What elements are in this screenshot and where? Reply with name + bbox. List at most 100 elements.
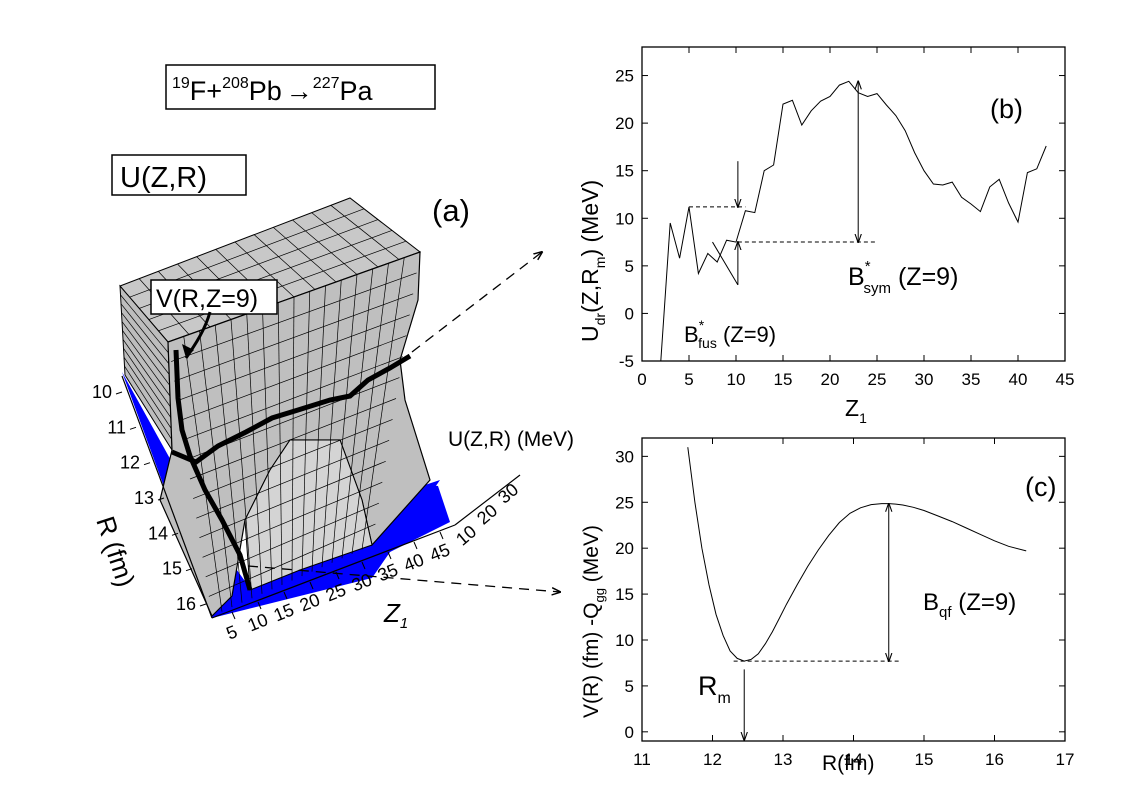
c-xtick-label: 17 [1056,750,1075,769]
c-ylabel: V(R) (fm) -Qgg (MeV) [580,525,607,718]
b-xtick-label: 35 [962,370,981,389]
c-ytick-label: 20 [615,539,634,558]
panel-b-label: (b) [990,94,1023,124]
z-axis-line [211,524,456,619]
reaction-text: 19F+208Pb →227Pa [172,75,374,106]
b-xtick-label: 10 [727,370,746,389]
b-qf-rest: (Z=9) [952,589,1017,616]
reaction-z3: 227 [313,75,340,92]
b-ylabel-a-sub: dr [592,313,608,326]
b-ylabel-a: U [577,325,603,342]
b-ytick-label: 10 [615,209,634,228]
mesh-line [177,314,410,402]
panel-c-annotations [733,504,902,740]
mesh-line [180,335,407,421]
b-sym-sup: * [865,258,871,275]
b-xtick-label: 45 [1056,370,1075,389]
min-path-curve [171,353,412,465]
c-xtick-label: 12 [703,750,722,769]
z-tick [283,591,288,600]
v-label-box [150,279,278,315]
reaction-e3: Pa [340,76,374,106]
mesh-line [121,312,170,375]
b-xlabel-main: Z [845,395,859,421]
reaction-e1: F+ [190,76,222,106]
u-label: U(Z,R) [111,154,247,196]
r-tick-label: 11 [107,417,126,437]
b-sym-rest: (Z=9) [891,263,958,291]
panel-c-series [687,447,1027,662]
c-ylabel-a: V(R) (fm) -Q [580,603,603,718]
b-fus-sup: * [699,317,705,333]
b-ytick-label: 25 [615,67,634,86]
r-tick [171,532,179,536]
z-tick [257,601,262,610]
panel-b-series [660,80,1047,362]
mesh-line [330,205,400,260]
r-tick-label: 10 [92,382,112,402]
mesh-line [120,294,169,354]
c-xtick-label: 13 [774,750,793,769]
mesh-line [311,212,379,268]
mesh-line [122,330,171,397]
b-ytick-label: 5 [625,257,634,276]
panel-b-annotations [689,81,877,286]
b-sym-main: B [848,263,865,291]
b-qf-main: B [923,589,939,616]
reaction-title: 19F+208Pb →227Pa [165,64,436,110]
reaction-z1: 19 [172,75,190,92]
reaction-z2: 208 [222,75,249,92]
r-tick [143,462,151,466]
mesh-line [124,365,172,440]
r-m-sub: m [718,690,731,707]
z-tick-label: 45 [427,539,453,565]
r-tick [199,603,207,607]
connector-to-b [411,252,542,353]
c-ylabel-b: (MeV) [580,525,603,588]
z-axis-label-main: Z [383,598,401,628]
mesh-line [123,348,172,418]
b-qf-sub: qf [939,604,952,621]
b-fus-sub: fus [698,335,717,351]
r-tick-label: 16 [176,594,196,614]
b-ylabel-b-sub: m [592,257,608,269]
z-tick [413,541,418,550]
r-tick [115,391,123,395]
mesh-line [171,272,417,362]
z-tick [361,561,366,570]
z-axis-label-sub: 1 [400,615,408,632]
mesh-line [189,398,397,480]
r-tick-label: 13 [134,488,154,508]
c-xtick-label: 11 [633,750,651,769]
mesh-line [193,419,393,499]
mesh-line [208,523,376,597]
mesh-line [120,303,170,364]
r-m-main: R [698,671,718,701]
c-ytick-label: 25 [615,493,634,512]
reaction-arrow: → [286,76,313,106]
mesh-line [196,440,390,519]
mesh-line [253,234,316,290]
r-tick-label: 15 [162,559,182,579]
b-xlabel-sub: 1 [859,410,867,426]
b-fus-rest: (Z=9) [717,322,776,347]
b-ylabel-c: ) (MeV) [577,180,603,257]
panel-c-label: (c) [1025,472,1056,502]
z-tick-label: 5 [223,621,240,643]
b-xtick-label: 30 [915,370,934,389]
mesh-line [183,356,403,441]
b-xtick-label: 5 [684,370,693,389]
c-ytick-label: 10 [615,631,634,650]
z-tick-label: 15 [271,599,297,625]
mesh-line [121,321,170,386]
mesh-line [292,219,358,275]
b-sym-sub: sym [864,280,892,297]
r-tick-label: 12 [120,453,140,473]
z-tick [231,611,236,620]
b-ylabel: Udr(Z,Rm) (MeV) [577,180,608,342]
u-axis-label: U(Z,R) (MeV) [448,428,574,451]
mesh-line [123,357,172,429]
